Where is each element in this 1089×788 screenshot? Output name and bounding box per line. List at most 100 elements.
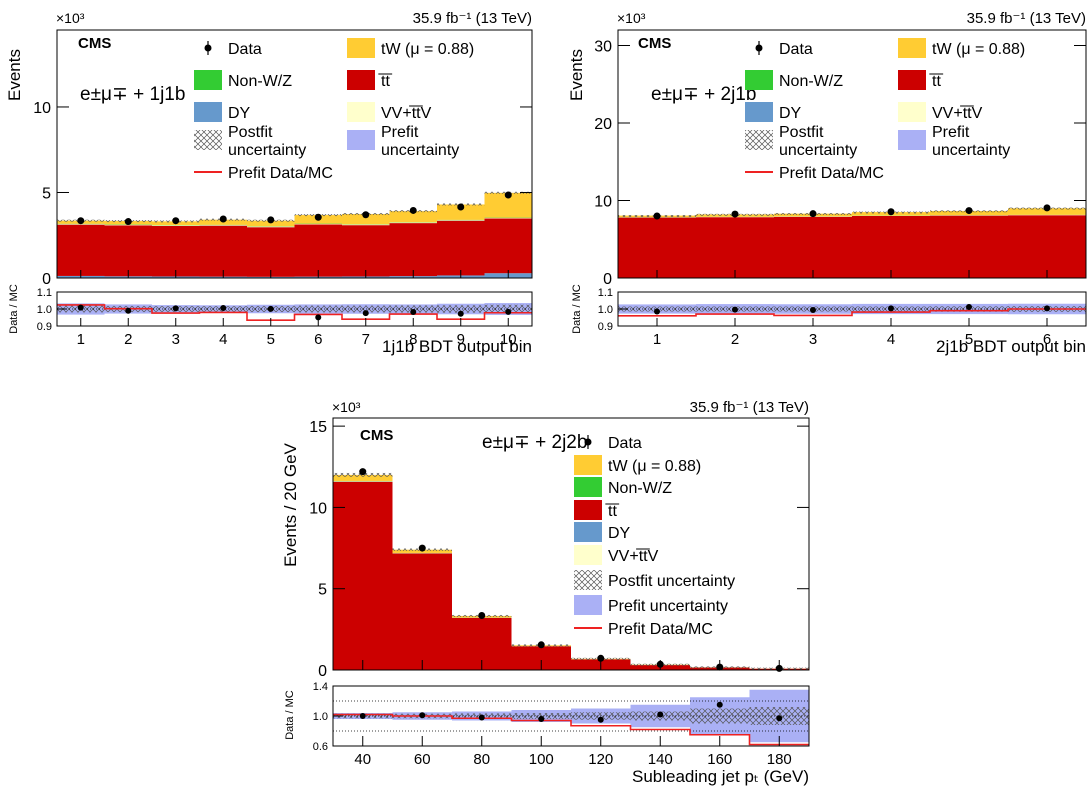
- data-point-bin-4: [219, 215, 227, 223]
- bar-tt-bin-2: [696, 217, 774, 278]
- y-tick-label: 20: [594, 116, 612, 133]
- bar-tt-bin-5: [930, 215, 1008, 278]
- x-tick-label: 3: [172, 331, 180, 348]
- x-tick-label: 120: [588, 751, 613, 768]
- bar-vvttv-bin-9: [437, 220, 485, 221]
- ratio-point-bin-7: [716, 701, 723, 708]
- ratio-point-bin-6: [1044, 305, 1050, 312]
- x-tick-label: 6: [314, 331, 322, 348]
- ratio-point-bin-4: [538, 716, 545, 722]
- x-tick-label: 1: [77, 331, 85, 348]
- data-point-bin-9: [457, 203, 465, 211]
- y-tick-label: 5: [318, 582, 327, 599]
- x-tick-label: 2: [731, 331, 739, 348]
- ratio-prefit-line: [57, 304, 532, 322]
- ratio-postfit-band-bin-7: [690, 708, 750, 724]
- legend: Data tW (μ = 0.88) Non-W/Z t̅t̅ DY VV+t̅t̅V Po…: [574, 435, 735, 638]
- ratio-point-bin-9: [457, 310, 464, 317]
- bar-vvttv-bin-6: [294, 223, 342, 225]
- legend-postfit-label-2: uncertainty: [779, 142, 857, 159]
- bar-vvttv-bin-8: [389, 222, 437, 224]
- chart-panel-3: 0 5 10 15 0.6 1.0 1.4 40 60 80 100 120 140 160 180 35.9…: [281, 399, 810, 786]
- x-tick-label: 2: [124, 331, 132, 348]
- legend-postfit-swatch: [745, 130, 773, 150]
- ratio-point-bin-4: [220, 304, 227, 311]
- bar-vvttv-bin-3: [152, 225, 200, 227]
- data-point-bin-5: [965, 207, 973, 215]
- x-axis-label: 2j1b BDT output bin: [936, 337, 1086, 356]
- bar-tt-bin-7: [342, 225, 390, 277]
- legend-nonwz-swatch: [574, 477, 602, 497]
- bar-vvttv-bin-2: [104, 224, 152, 226]
- bar-tt-bin-4: [511, 646, 571, 670]
- data-point-bin-1: [653, 212, 661, 220]
- y-tick-label: 0: [318, 663, 327, 680]
- bar-tt-bin-9: [437, 220, 485, 276]
- ratio-axis-label: Data / MC: [284, 690, 296, 740]
- data-point-bin-3: [478, 612, 486, 620]
- legend-vv-swatch: [898, 102, 926, 122]
- y-multiplier: ×10³: [332, 399, 361, 415]
- legend-prefit-swatch: [898, 130, 926, 150]
- ratio-y-tick-label: 0.6: [313, 741, 328, 753]
- legend-ttbar-label: t̅t̅: [378, 73, 392, 90]
- ratio-point-bin-5: [966, 303, 972, 310]
- legend-prefit-label-2: uncertainty: [932, 142, 1010, 159]
- x-tick-label: 60: [414, 751, 431, 768]
- ratio-point-bin-10: [505, 308, 512, 315]
- main-plot-frame: [617, 29, 1087, 279]
- x-tick-label: 9: [457, 331, 465, 348]
- legend-nonwz-label: Non-W/Z: [228, 73, 292, 90]
- ratio-point-bin-1: [77, 304, 84, 311]
- x-tick-label: 180: [767, 751, 792, 768]
- lumi-label: 35.9 fb⁻¹ (13 TeV): [413, 10, 532, 27]
- y-tick-label: 10: [309, 500, 327, 517]
- ratio-y-tick-label: 1.0: [598, 304, 613, 316]
- experiment-label: CMS: [78, 35, 111, 52]
- ratio-point-bin-6: [657, 711, 664, 718]
- lumi-label: 35.9 fb⁻¹ (13 TeV): [967, 10, 1086, 27]
- bar-tw-bin-5: [247, 220, 295, 227]
- bar-tt-bin-2: [104, 225, 152, 277]
- experiment-label: CMS: [638, 35, 671, 52]
- ratio-axis-label: Data / MC: [571, 284, 583, 334]
- bar-tw-bin-8: [389, 211, 437, 223]
- bar-vvttv-bin-10: [484, 217, 532, 219]
- legend-dy-label: DY: [779, 105, 802, 122]
- x-tick-label: 40: [354, 751, 371, 768]
- legend-tw-swatch: [574, 455, 602, 475]
- legend-prefit-label-2: uncertainty: [381, 142, 459, 159]
- legend-nonwz-swatch: [194, 70, 222, 90]
- bar-tt-bin-6: [294, 224, 342, 277]
- x-tick-label: 80: [473, 751, 490, 768]
- bar-tt-bin-1: [57, 224, 105, 276]
- data-point-bin-6: [1043, 204, 1051, 212]
- ratio-y-tick-label: 1.1: [37, 287, 52, 299]
- legend-postfit-label: Postfit uncertainty: [608, 573, 735, 590]
- x-tick-label: 5: [267, 331, 275, 348]
- region-label: e±μ∓ + 1j1b: [80, 84, 185, 105]
- bar-tt-bin-10: [484, 218, 532, 274]
- bar-tt-bin-2: [392, 553, 452, 670]
- ratio-point-bin-3: [172, 305, 179, 312]
- chart-panel-1: 0 5 10 0.9 1.0 1.1 1 2 3 4 5 6 7 8 9 10 35.9 fb⁻¹ (13 Te…: [5, 10, 533, 356]
- ratio-postfit-band-bin-8: [389, 305, 437, 313]
- data-point-bin-5: [267, 216, 275, 224]
- data-point-bin-3: [172, 217, 180, 225]
- ratio-prefit-line: [618, 308, 1086, 317]
- y-tick-label: 10: [594, 194, 612, 211]
- bar-tw-bin-7: [342, 214, 390, 225]
- ratio-point-bin-5: [597, 716, 604, 723]
- legend-prefit-label: Prefit: [381, 124, 419, 141]
- bar-tw-bin-6: [1008, 208, 1086, 215]
- legend-tw-swatch: [898, 38, 926, 58]
- y-tick-label: 15: [309, 419, 327, 436]
- x-tick-label: 8: [409, 331, 417, 348]
- bar-vvttv-bin-1: [57, 224, 105, 225]
- bar-tt-bin-3: [774, 216, 852, 278]
- x-tick-label: 4: [219, 331, 227, 348]
- y-axis-label: Events: [5, 49, 24, 101]
- ratio-point-bin-2: [419, 712, 426, 719]
- x-tick-label: 3: [809, 331, 817, 348]
